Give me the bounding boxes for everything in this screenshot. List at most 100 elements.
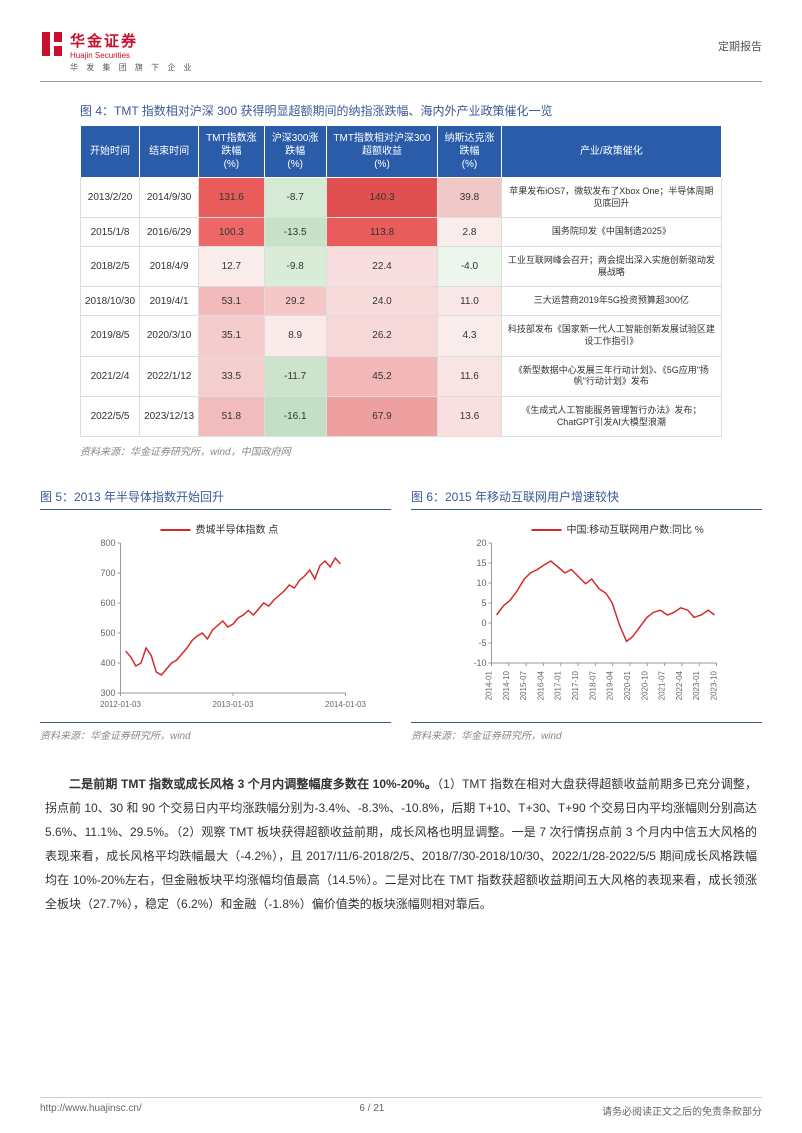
table-cell: 《生成式人工智能服务管理暂行办法》发布；ChatGPT引发AI大模型浪潮 <box>501 396 721 436</box>
svg-text:2015-07: 2015-07 <box>519 671 528 701</box>
logo-block: 华金证券 Huajin Securities 华 发 集 团 旗 下 企 业 <box>40 30 195 73</box>
table-cell: 11.0 <box>438 287 501 316</box>
svg-text:中国:移动互联网用户数:同比 %: 中国:移动互联网用户数:同比 % <box>567 523 704 536</box>
table-cell: 45.2 <box>326 356 438 396</box>
footer-url: http://www.huajinsc.cn/ <box>40 1103 142 1118</box>
fig6-chart: 中国:移动互联网用户数:同比 %-10-5051015202014-012014… <box>411 518 762 718</box>
table-cell: 2016/6/29 <box>140 218 199 247</box>
svg-text:10: 10 <box>476 578 486 588</box>
table-cell: -16.1 <box>264 396 326 436</box>
table-cell: 29.2 <box>264 287 326 316</box>
table-cell: 2020/3/10 <box>140 316 199 356</box>
table-cell: -8.7 <box>264 178 326 218</box>
table-cell: -9.8 <box>264 247 326 287</box>
table-row: 2021/2/42022/1/1233.5-11.745.211.6《新型数据中… <box>81 356 722 396</box>
table-cell: 苹果发布iOS7，微软发布了Xbox One；半导体周期见底回升 <box>501 178 721 218</box>
table-cell: 113.8 <box>326 218 438 247</box>
table-cell: 33.5 <box>199 356 264 396</box>
svg-text:-10: -10 <box>473 658 486 668</box>
table-row: 2018/2/52018/4/912.7-9.822.4-4.0工业互联网峰会召… <box>81 247 722 287</box>
svg-text:700: 700 <box>100 568 115 578</box>
svg-text:5: 5 <box>481 598 486 608</box>
svg-text:2014-10: 2014-10 <box>502 671 511 701</box>
table-cell: 2.8 <box>438 218 501 247</box>
table-cell: 100.3 <box>199 218 264 247</box>
table-cell: 2014/9/30 <box>140 178 199 218</box>
svg-text:2013-01-03: 2013-01-03 <box>213 700 254 709</box>
table-cell: 13.6 <box>438 396 501 436</box>
table-cell: 2022/1/12 <box>140 356 199 396</box>
table-row: 2022/5/52023/12/1351.8-16.167.913.6《生成式人… <box>81 396 722 436</box>
table-cell: 2015/1/8 <box>81 218 140 247</box>
fig4-table: 开始时间结束时间TMT指数涨跌幅(%)沪深300涨跌幅(%)TMT指数相对沪深3… <box>80 125 722 437</box>
svg-text:0: 0 <box>481 618 486 628</box>
svg-text:600: 600 <box>100 598 115 608</box>
table-cell: 22.4 <box>326 247 438 287</box>
table-cell: 35.1 <box>199 316 264 356</box>
table-cell: 2013/2/20 <box>81 178 140 218</box>
page-header: 华金证券 Huajin Securities 华 发 集 团 旗 下 企 业 定… <box>40 30 762 82</box>
svg-text:2014-01: 2014-01 <box>485 671 494 701</box>
table-row: 2013/2/202014/9/30131.6-8.7140.339.8苹果发布… <box>81 178 722 218</box>
table-cell: 67.9 <box>326 396 438 436</box>
table-header: 产业/政策催化 <box>501 126 721 178</box>
fig5-source: 资料来源：华金证券研究所，wind <box>40 722 391 742</box>
table-cell: 2023/12/13 <box>140 396 199 436</box>
footer-disclaimer: 请务必阅读正文之后的免责条款部分 <box>602 1103 762 1118</box>
table-cell: -11.7 <box>264 356 326 396</box>
table-header: 开始时间 <box>81 126 140 178</box>
table-cell: 2019/8/5 <box>81 316 140 356</box>
table-header: 沪深300涨跌幅(%) <box>264 126 326 178</box>
table-header: 结束时间 <box>140 126 199 178</box>
logo-en: Huajin Securities <box>70 51 195 60</box>
svg-text:2023-10: 2023-10 <box>710 671 719 701</box>
logo-sub: 华 发 集 团 旗 下 企 业 <box>70 62 195 73</box>
svg-text:2020-10: 2020-10 <box>640 671 649 701</box>
table-cell: 《新型数据中心发展三年行动计划》、《5G应用"扬帆"行动计划》发布 <box>501 356 721 396</box>
table-cell: 4.3 <box>438 316 501 356</box>
fig5-title: 图 5：2013 年半导体指数开始回升 <box>40 488 391 510</box>
svg-text:20: 20 <box>476 538 486 548</box>
table-cell: 39.8 <box>438 178 501 218</box>
table-cell: 2018/10/30 <box>81 287 140 316</box>
table-cell: 科技部发布《国家新一代人工智能创新发展试验区建设工作指引》 <box>501 316 721 356</box>
table-cell: 8.9 <box>264 316 326 356</box>
fig6-source: 资料来源：华金证券研究所，wind <box>411 722 762 742</box>
table-cell: 140.3 <box>326 178 438 218</box>
table-row: 2015/1/82016/6/29100.3-13.5113.82.8国务院印发… <box>81 218 722 247</box>
fig6-column: 图 6：2015 年移动互联网用户增速较快 中国:移动互联网用户数:同比 %-1… <box>411 488 762 742</box>
table-cell: -4.0 <box>438 247 501 287</box>
body-paragraph: 二是前期 TMT 指数或成长风格 3 个月内调整幅度多数在 10%-20%。（1… <box>40 772 762 916</box>
svg-text:2014-01-03: 2014-01-03 <box>325 700 366 709</box>
svg-text:2017-10: 2017-10 <box>571 671 580 701</box>
svg-text:400: 400 <box>100 658 115 668</box>
table-cell: 53.1 <box>199 287 264 316</box>
table-cell: 51.8 <box>199 396 264 436</box>
fig5-column: 图 5：2013 年半导体指数开始回升 费城半导体指数 点30040050060… <box>40 488 391 742</box>
table-row: 2019/8/52020/3/1035.18.926.24.3科技部发布《国家新… <box>81 316 722 356</box>
table-cell: 131.6 <box>199 178 264 218</box>
table-row: 2018/10/302019/4/153.129.224.011.0三大运营商2… <box>81 287 722 316</box>
table-cell: 2022/5/5 <box>81 396 140 436</box>
svg-text:2017-01: 2017-01 <box>554 671 563 701</box>
table-cell: 24.0 <box>326 287 438 316</box>
table-cell: -13.5 <box>264 218 326 247</box>
svg-text:2019-04: 2019-04 <box>606 671 615 701</box>
report-type: 定期报告 <box>718 38 762 54</box>
svg-text:2016-04: 2016-04 <box>536 671 545 701</box>
charts-row: 图 5：2013 年半导体指数开始回升 费城半导体指数 点30040050060… <box>40 488 762 742</box>
fig5-chart: 费城半导体指数 点3004005006007008002012-01-03201… <box>40 518 391 718</box>
table-cell: 2018/4/9 <box>140 247 199 287</box>
table-cell: 三大运营商2019年5G投资预算超300亿 <box>501 287 721 316</box>
table-cell: 2019/4/1 <box>140 287 199 316</box>
svg-text:15: 15 <box>476 558 486 568</box>
svg-text:2012-01-03: 2012-01-03 <box>100 700 141 709</box>
page-footer: http://www.huajinsc.cn/ 6 / 21 请务必阅读正文之后… <box>40 1097 762 1118</box>
fig4-title: 图 4：TMT 指数相对沪深 300 获得明显超额期间的纳指涨跌幅、海内外产业政… <box>40 102 762 119</box>
svg-text:2021-07: 2021-07 <box>658 671 667 701</box>
svg-text:2018-07: 2018-07 <box>588 671 597 701</box>
svg-text:2022-04: 2022-04 <box>675 671 684 701</box>
table-header: 纳斯达克涨跌幅(%) <box>438 126 501 178</box>
footer-page: 6 / 21 <box>359 1103 384 1118</box>
table-cell: 2021/2/4 <box>81 356 140 396</box>
